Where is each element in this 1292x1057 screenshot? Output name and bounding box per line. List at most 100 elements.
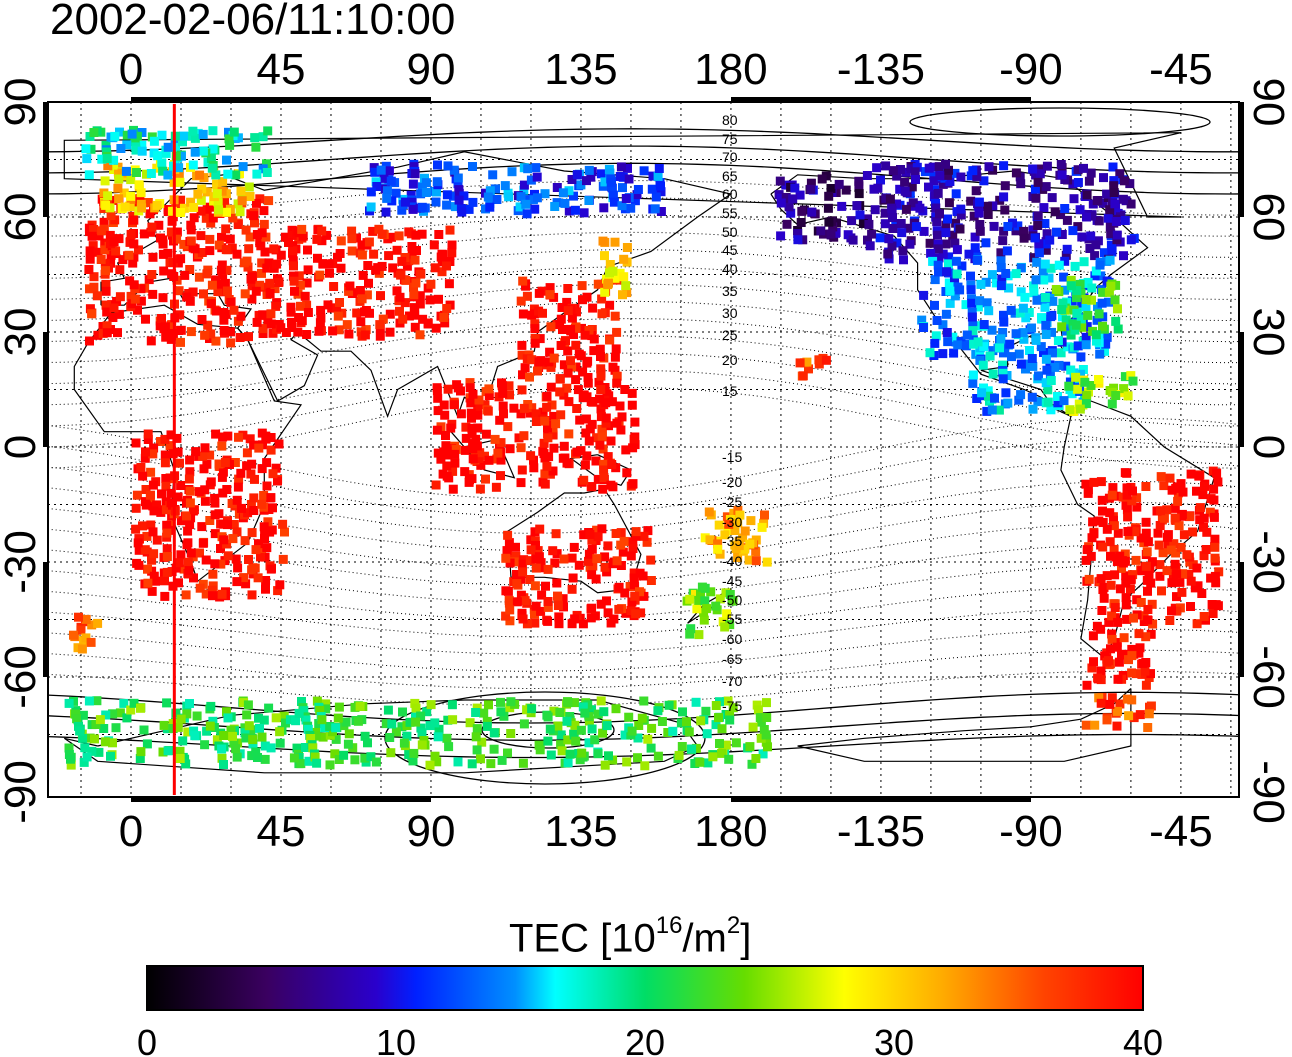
tec-cell [253,753,262,762]
tec-cell [66,760,76,770]
tec-cell [1106,281,1116,291]
tec-cell [244,721,254,731]
tec-cell [881,161,891,171]
tec-cell [195,583,205,593]
tec-cell [437,267,447,277]
tec-cell [162,567,172,577]
tec-cell [600,251,609,261]
tec-cell [200,740,210,750]
tec-cell [996,281,1006,290]
tec-cell [206,299,216,309]
tec-cell [615,172,625,181]
tec-cell [998,236,1008,246]
tec-cell [517,465,527,475]
tec-cell [275,580,285,590]
tec-cell [1102,276,1112,286]
tec-cell [254,443,264,453]
tec-cell [264,258,274,268]
tec-cell [400,197,410,207]
tec-cell [249,506,259,515]
axis-bar-left [43,332,48,447]
tec-cell [551,419,561,429]
tec-cell [249,493,259,503]
tec-cell [1090,720,1100,730]
tec-cell [227,243,237,253]
tec-cell [194,272,204,282]
tec-cell [530,338,540,348]
tec-cell [385,733,395,742]
tec-cell [522,619,532,629]
tec-cell [702,604,712,614]
tec-cell [498,401,508,411]
tec-cell [997,274,1007,284]
tec-cell [1135,643,1145,653]
tec-cell [952,269,962,279]
tec-cell [1143,586,1152,596]
tec-cell [385,327,395,337]
contour-label: 40 [722,261,738,277]
tec-cell [620,385,630,394]
tec-cell [1016,359,1026,369]
tec-cell [137,146,147,156]
tec-cell [602,721,612,731]
tec-cell [449,191,458,201]
tec-cell [158,293,168,303]
tec-cell [612,418,622,428]
tec-cell [606,618,616,628]
tec-cell [516,409,526,419]
tec-cell [745,539,755,549]
tec-cell [1018,303,1028,313]
tec-cell [970,243,980,253]
tec-cell [715,549,725,559]
tec-cell [591,456,601,466]
tec-cell [321,699,331,709]
tec-cell [1092,196,1102,206]
tec-cell [884,234,894,244]
tec-cell [442,471,452,481]
tec-cell [488,170,498,180]
tec-cell [128,258,138,268]
tec-cell [447,240,457,250]
tec-cell [647,184,657,194]
tec-cell [627,726,637,736]
tec-cell [134,560,144,570]
tec-cell [202,726,212,736]
tec-cell [181,590,191,600]
tec-cell [322,230,332,240]
tec-cell [235,207,245,217]
tec-cell [676,718,686,728]
tec-cell [201,555,211,565]
tec-cell [1115,169,1125,179]
tec-cell [176,195,186,205]
tec-cell [471,708,481,717]
tec-cell [1102,715,1112,725]
tec-cell [616,528,626,538]
tec-cell [82,154,92,164]
tec-cell [599,473,609,483]
tec-cell [231,744,241,754]
tec-cell [974,208,984,218]
tec-cell [398,707,407,717]
tec-cell [100,176,110,186]
tec-cell [1206,573,1216,583]
tec-cell [1194,471,1204,481]
tec-cell [910,167,920,177]
tec-cell [1099,248,1109,258]
tec-cell [288,246,298,256]
tec-cell [1113,706,1122,716]
tec-cell [1000,181,1010,191]
tec-cell [314,326,324,336]
tec-cell [677,742,687,751]
tec-cell [434,724,444,734]
tec-cell [213,287,223,297]
tec-cell [865,241,875,251]
contour-label: -40 [722,553,742,569]
tec-cell [431,480,441,490]
y-tick-label-left: 90 [0,78,45,127]
tec-cell [1209,495,1219,505]
tec-cell [206,218,216,228]
tec-cell [924,163,934,173]
tec-cell [1073,341,1083,351]
tec-cell [433,393,443,403]
